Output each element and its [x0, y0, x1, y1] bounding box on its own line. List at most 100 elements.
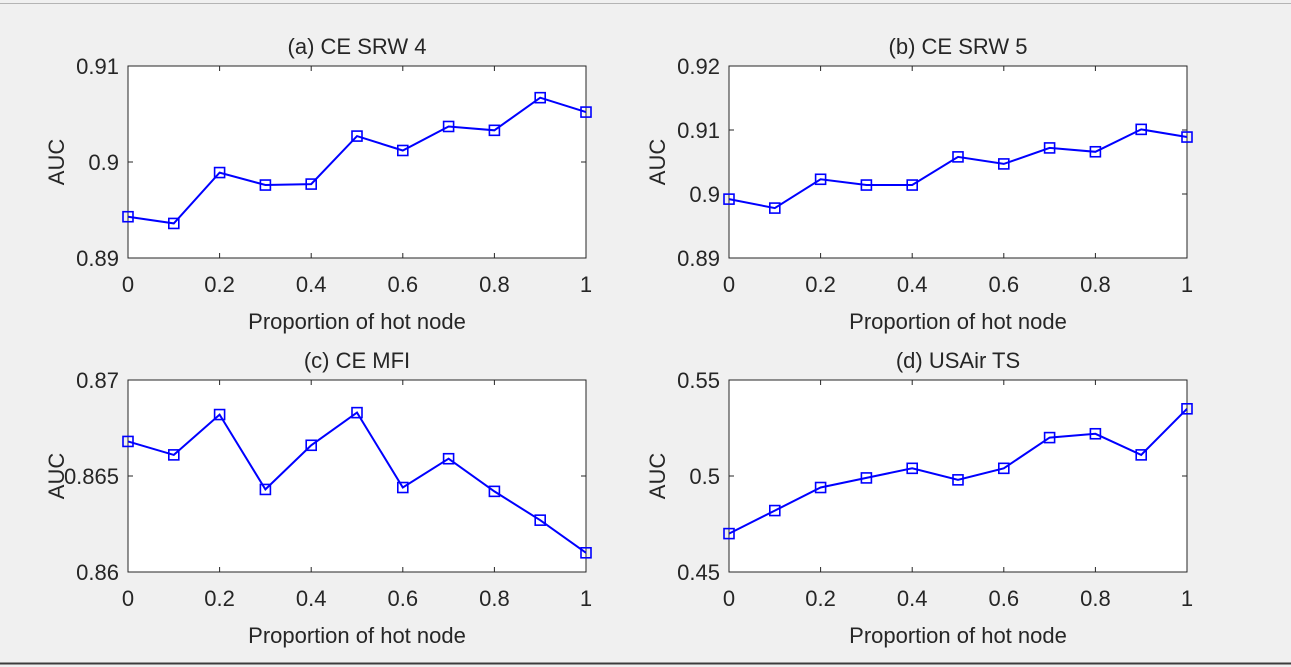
chart-panel-1: 0 0.2 0.4 0.6 0.8 1 0.89 0.9 0.91 (a) CE SRW 4 Pro… [44, 34, 592, 334]
x-tick-label: 0.2 [805, 586, 836, 611]
x-tick-label: 0 [122, 272, 134, 297]
data-point [396, 144, 409, 157]
y-tick-label: 0.865 [64, 464, 119, 489]
chart-panel-2: 0 0.2 0.4 0.6 0.8 1 0.89 0.9 0.91 0.92 (b) CE SRW … [645, 34, 1193, 334]
x-tick-label: 0.4 [897, 586, 928, 611]
data-point [351, 130, 363, 142]
data-point [723, 527, 735, 540]
chart-panel-3: 0 0.2 0.4 0.6 0.8 1 0.86 0.865 0.87 (c) CE MFI Pro… [44, 348, 592, 648]
y-axis-label: AUC [645, 453, 670, 500]
data-point [213, 408, 226, 421]
data-point [952, 151, 964, 163]
data-point [814, 481, 827, 494]
y-tick-label: 0.9 [689, 182, 720, 207]
data-point [534, 514, 547, 526]
data-point [952, 474, 964, 486]
x-tick-label: 0.2 [204, 272, 235, 297]
chart-title: (a) CE SRW 4 [288, 34, 427, 59]
series-line [127, 96, 587, 225]
data-point [168, 217, 180, 230]
y-tick-label: 0.86 [76, 560, 119, 585]
x-axis-label: Proportion of hot node [849, 623, 1067, 648]
data-point [814, 173, 827, 186]
x-axis-label: Proportion of hot node [248, 309, 466, 334]
data-point [488, 124, 501, 137]
data-point [259, 483, 272, 496]
data-point [168, 449, 180, 461]
y-axis-label: AUC [44, 139, 69, 186]
data-point [768, 504, 781, 517]
data-point [1043, 142, 1056, 154]
x-tick-label: 0.6 [388, 586, 419, 611]
y-tick-label: 0.91 [677, 118, 720, 143]
data-point [351, 406, 363, 419]
x-tick-label: 0.8 [479, 272, 510, 297]
data-point [305, 178, 318, 190]
chart-title: (c) CE MFI [304, 348, 410, 373]
data-point [1181, 131, 1193, 143]
data-point [1135, 123, 1147, 136]
y-axis-label: AUC [645, 139, 670, 186]
y-tick-label: 0.55 [677, 368, 720, 393]
series-line [728, 408, 1188, 535]
y-tick-label: 0.87 [76, 368, 119, 393]
data-point [860, 472, 873, 484]
plot-area [728, 379, 1188, 573]
data-point [906, 179, 919, 191]
x-tick-label: 0 [723, 272, 735, 297]
x-tick-label: 0.2 [204, 586, 235, 611]
data-point [860, 179, 873, 191]
y-tick-label: 0.92 [677, 54, 720, 79]
chart-title: (b) CE SRW 5 [889, 34, 1028, 59]
data-point [1043, 431, 1056, 444]
x-axis-label: Proportion of hot node [248, 623, 466, 648]
data-point [906, 462, 919, 475]
x-axis-label: Proportion of hot node [849, 309, 1067, 334]
data-point [488, 485, 501, 498]
x-tick-label: 1 [580, 272, 592, 297]
data-point [305, 439, 318, 452]
data-point [1089, 427, 1102, 440]
data-point [580, 546, 592, 559]
data-point [997, 158, 1010, 170]
data-point [122, 435, 134, 448]
data-point [442, 452, 455, 465]
data-point [768, 202, 781, 214]
data-point [259, 179, 272, 191]
data-point [1135, 449, 1147, 461]
x-tick-label: 0.8 [1080, 272, 1111, 297]
data-point [1089, 145, 1102, 158]
y-tick-label: 0.5 [689, 464, 720, 489]
x-tick-label: 0.4 [897, 272, 928, 297]
y-tick-label: 0.45 [677, 560, 720, 585]
y-tick-label: 0.91 [76, 54, 119, 79]
x-tick-label: 0.6 [388, 272, 419, 297]
data-point [122, 210, 134, 223]
data-point [534, 91, 547, 104]
series-line [127, 411, 587, 554]
x-tick-label: 0.4 [296, 272, 327, 297]
x-tick-label: 0.2 [805, 272, 836, 297]
x-tick-label: 1 [580, 586, 592, 611]
x-tick-label: 0.8 [479, 586, 510, 611]
data-point [997, 462, 1010, 475]
y-axis-label: AUC [44, 453, 69, 500]
data-point [723, 193, 735, 205]
y-tick-label: 0.9 [88, 150, 119, 175]
data-point [1181, 402, 1193, 415]
chart-panel-4: 0 0.2 0.4 0.6 0.8 1 0.45 0.5 0.55 (d) USAir TS Pro… [645, 348, 1193, 648]
chart-title: (d) USAir TS [896, 348, 1020, 373]
x-tick-label: 0 [723, 586, 735, 611]
series-line [728, 128, 1188, 210]
data-point [396, 481, 409, 494]
plot-area [127, 379, 587, 573]
data-point [442, 120, 455, 133]
data-point [213, 166, 226, 179]
x-tick-label: 0 [122, 586, 134, 611]
plot-area [127, 65, 587, 259]
x-tick-label: 0.6 [989, 272, 1020, 297]
x-tick-label: 0.4 [296, 586, 327, 611]
x-tick-label: 1 [1181, 586, 1193, 611]
x-tick-label: 0.8 [1080, 586, 1111, 611]
